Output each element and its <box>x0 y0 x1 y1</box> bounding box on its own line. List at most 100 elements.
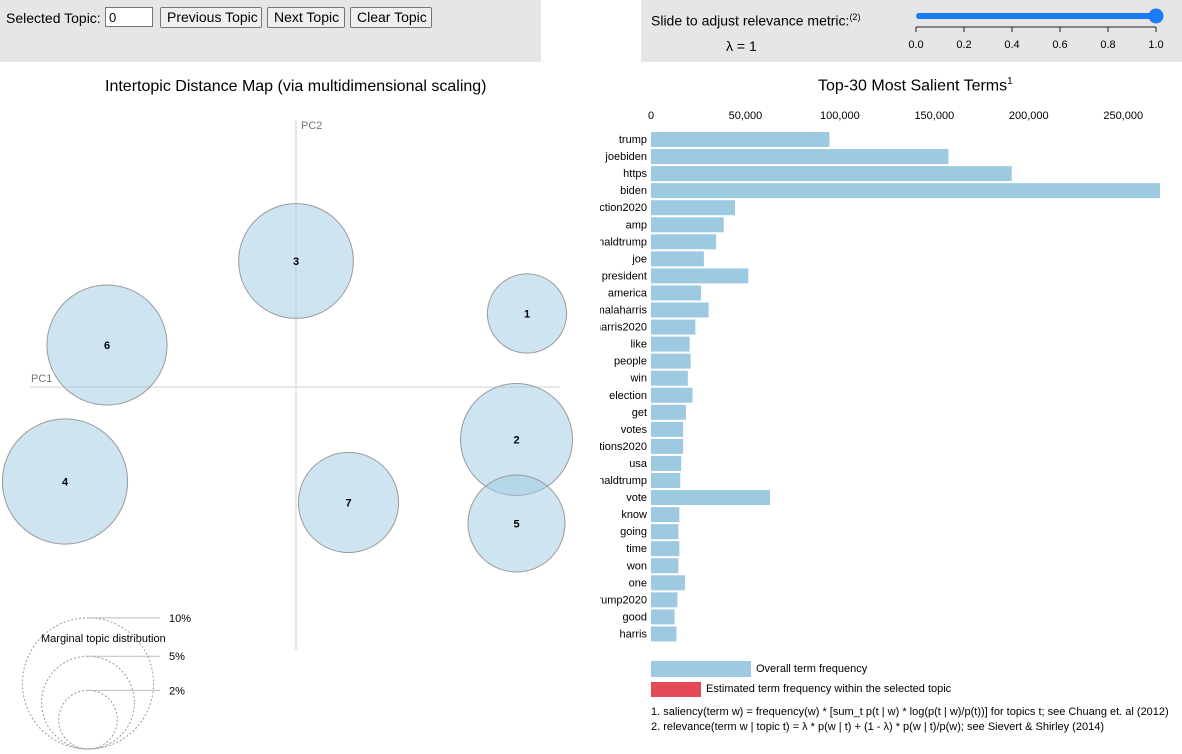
term-bar[interactable] <box>651 524 679 540</box>
term-label: elections2020 <box>600 441 647 453</box>
selected-topic-label: Selected Topic: <box>6 10 101 26</box>
term-label: president <box>602 270 647 282</box>
x-tick-label: 0 <box>648 110 654 122</box>
topic-4[interactable]: 4 <box>1 418 129 545</box>
intertopic-map-title: Intertopic Distance Map (via multidimens… <box>105 78 487 95</box>
pc2-label: PC2 <box>301 120 322 132</box>
term-bar[interactable] <box>651 438 684 454</box>
topic-circles: 1 2 3 4 5 6 7 <box>1 203 573 573</box>
topic-circle[interactable] <box>467 474 566 573</box>
term-bar[interactable] <box>651 541 680 557</box>
salient-terms-title-footnote: 1 <box>1007 76 1013 87</box>
topic-label: 5 <box>513 519 519 531</box>
topic-3[interactable]: 3 <box>238 203 354 319</box>
marginal-label: 5% <box>169 651 185 663</box>
term-bar[interactable] <box>651 455 682 471</box>
footnote-saliency: 1. saliency(term w) = frequency(w) * [su… <box>651 706 1169 718</box>
x-tick-label: 100,000 <box>820 110 860 122</box>
slider-tick-label: 1.0 <box>1148 39 1163 51</box>
term-bar[interactable] <box>651 592 678 608</box>
x-tick-label: 200,000 <box>1009 110 1049 122</box>
intertopic-distance-map: PC1 PC2 1 2 3 4 5 6 7 Marginal topic distribut… <box>1 120 573 750</box>
next-topic-button[interactable]: Next Topic <box>267 7 345 28</box>
term-bar[interactable] <box>651 132 830 147</box>
term-label: joe <box>631 253 647 265</box>
term-label: going <box>620 526 647 538</box>
topic-circle[interactable] <box>238 203 354 319</box>
slider-tick-label: 0.0 <box>908 39 923 51</box>
term-label: harris <box>619 628 647 640</box>
term-bar[interactable] <box>651 217 724 233</box>
term-bar[interactable] <box>651 149 949 165</box>
term-label: biden <box>620 185 647 197</box>
slider-label-text: Slide to adjust relevance metric: <box>651 12 850 29</box>
term-label: amp <box>626 219 647 231</box>
term-label: election2020 <box>600 202 647 214</box>
term-label: joebiden <box>604 151 647 163</box>
term-bar[interactable] <box>651 319 696 335</box>
topic-circle[interactable] <box>297 451 400 554</box>
term-label: trump2020 <box>600 594 647 606</box>
term-bar[interactable] <box>651 302 709 318</box>
term-bar[interactable] <box>651 336 690 352</box>
topic-label: 7 <box>345 498 351 510</box>
marginal-circle <box>41 655 135 750</box>
salient-terms-chart: 0 50,000 100,000 150,000 200,000 250,000 trum… <box>600 110 1169 733</box>
selected-topic-input[interactable] <box>105 7 153 27</box>
term-label: bidenharris2020 <box>600 322 647 334</box>
relevance-slider-panel: Slide to adjust relevance metric:(2) λ =… <box>641 0 1182 62</box>
term-bar[interactable] <box>651 490 770 506</box>
term-bar[interactable] <box>651 473 681 488</box>
topic-7[interactable]: 7 <box>297 451 400 554</box>
term-bar[interactable] <box>651 200 736 216</box>
legend-selected-swatch <box>651 682 701 697</box>
term-label: good <box>623 611 647 623</box>
x-tick-label: 250,000 <box>1103 110 1143 122</box>
term-bar[interactable] <box>651 507 680 523</box>
term-bar[interactable] <box>651 166 1012 182</box>
term-bar[interactable] <box>651 421 684 437</box>
term-label: kamalaharris <box>600 305 647 317</box>
x-tick-label: 150,000 <box>914 110 954 122</box>
slider-ticks: 0.0 0.2 0.4 0.6 0.8 1.0 <box>908 27 1164 51</box>
topic-label: 3 <box>293 256 299 268</box>
term-bar[interactable] <box>651 234 717 250</box>
term-label: realdonaldtrump <box>600 236 647 248</box>
slider-tick-label: 0.2 <box>956 39 971 51</box>
topic-circle[interactable] <box>46 284 168 406</box>
term-label: vote <box>626 492 647 504</box>
marginal-label: 10% <box>169 613 191 625</box>
term-label: like <box>630 339 647 351</box>
term-bar[interactable] <box>651 285 702 301</box>
clear-topic-button[interactable]: Clear Topic <box>350 7 432 28</box>
term-bar[interactable] <box>651 609 675 625</box>
term-label: https <box>623 168 647 180</box>
topic-label: 4 <box>62 477 69 489</box>
topic-label: 6 <box>104 340 110 352</box>
term-bar[interactable] <box>651 370 688 386</box>
term-bar[interactable] <box>651 251 704 267</box>
topic-controls-panel: Selected Topic: Previous Topic Next Topi… <box>0 0 541 62</box>
slider-thumb[interactable] <box>1148 8 1164 24</box>
term-bar[interactable] <box>651 558 679 574</box>
term-label: usa <box>629 458 648 470</box>
term-bar[interactable] <box>651 183 1161 199</box>
term-bar[interactable] <box>651 626 677 642</box>
term-label: votes <box>621 424 648 436</box>
slider-tick-label: 0.8 <box>1100 39 1115 51</box>
topic-label: 1 <box>524 309 530 321</box>
term-bar[interactable] <box>651 575 685 591</box>
term-bar[interactable] <box>651 353 691 369</box>
term-bar[interactable] <box>651 268 749 284</box>
relevance-slider[interactable]: 0.0 0.2 0.4 0.6 0.8 1.0 <box>906 0 1176 62</box>
salient-terms-title-text: Top-30 Most Salient Terms <box>818 77 1008 95</box>
term-bar[interactable] <box>651 404 686 420</box>
previous-topic-button[interactable]: Previous Topic <box>160 7 262 28</box>
topic-5[interactable]: 5 <box>467 474 566 573</box>
topic-1[interactable]: 1 <box>486 273 568 354</box>
term-bar[interactable] <box>651 387 693 403</box>
topic-circle[interactable] <box>486 273 568 354</box>
topic-6[interactable]: 6 <box>46 284 168 406</box>
topic-circle[interactable] <box>1 418 129 545</box>
term-label: win <box>629 373 647 385</box>
